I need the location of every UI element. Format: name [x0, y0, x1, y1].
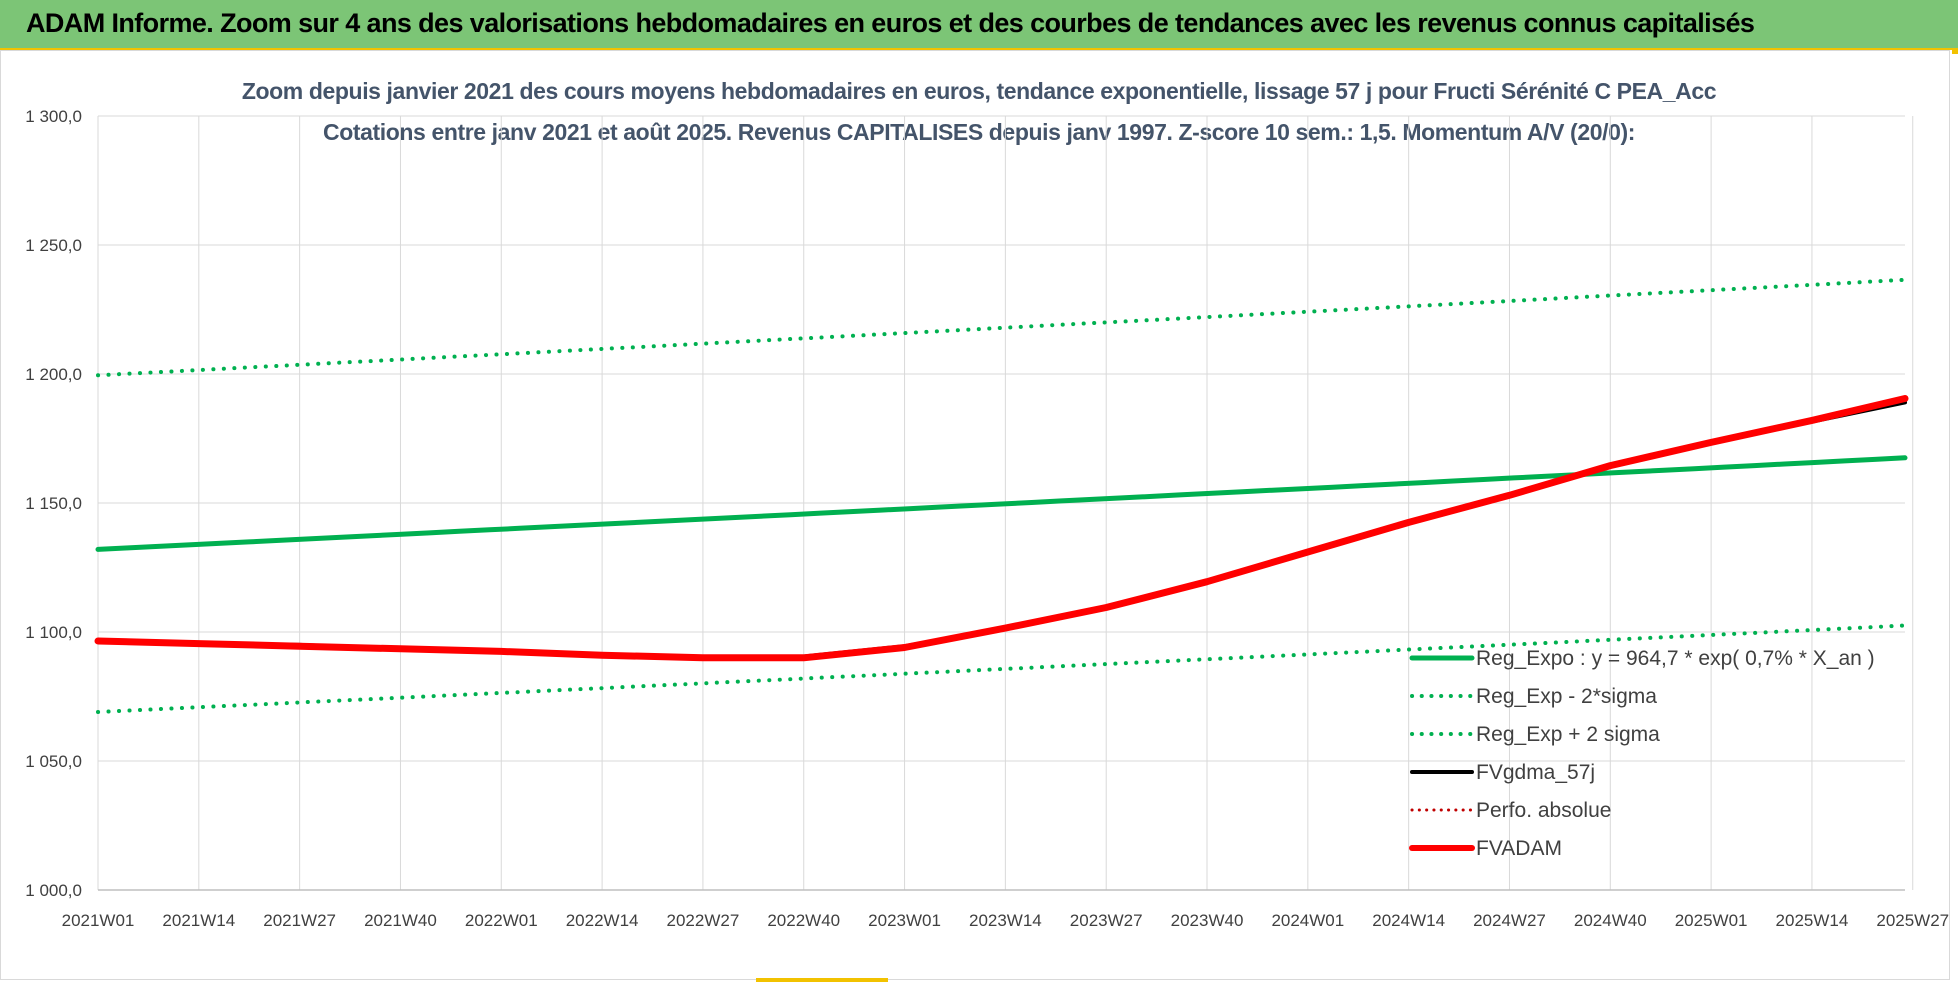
x-tick-label: 2024W14	[1372, 911, 1445, 930]
x-axis-ticks: 2021W01 2021W14 2021W27 2021W40 2022W01 2022W…	[62, 911, 1950, 930]
series-line-1	[96, 623, 1907, 714]
chart-subtitle: Cotations entre janv 2021 et août 2025. …	[323, 119, 1635, 145]
x-tick-label: 2024W27	[1473, 911, 1546, 930]
series-line-2	[96, 277, 1907, 378]
x-tick-label: 2023W14	[969, 911, 1042, 930]
legend-label-4: Perfo. absolue	[1476, 799, 1611, 822]
x-tick-label: 2023W27	[1070, 911, 1143, 930]
series-line-5	[94, 395, 1909, 662]
legend-label-2: Reg_Exp + 2 sigma	[1476, 723, 1660, 746]
gridlines	[97, 115, 1914, 891]
x-tick-label: 2022W14	[566, 911, 639, 930]
x-tick-label: 2023W40	[1171, 911, 1244, 930]
y-tick-label: 1 150,0	[25, 494, 82, 513]
x-tick-label: 2021W01	[62, 911, 135, 930]
x-tick-label: 2022W40	[767, 911, 840, 930]
x-tick-label: 2025W27	[1876, 911, 1949, 930]
x-tick-label: 2021W14	[162, 911, 235, 930]
y-tick-label: 1 200,0	[25, 365, 82, 384]
x-tick-label: 2024W40	[1574, 911, 1647, 930]
x-tick-label: 2022W01	[465, 911, 538, 930]
x-tick-label: 2025W14	[1776, 911, 1849, 930]
x-tick-label: 2021W40	[364, 911, 437, 930]
chart-legend: Reg_Expo : y = 964,7 * exp( 0,7% * X_an …	[1409, 647, 1875, 860]
x-tick-label: 2022W27	[667, 911, 740, 930]
x-tick-label: 2024W01	[1271, 911, 1344, 930]
x-tick-label: 2023W01	[868, 911, 941, 930]
banner-title: ADAM Informe. Zoom sur 4 ans des valoris…	[26, 8, 1755, 38]
report-banner: ADAM Informe. Zoom sur 4 ans des valoris…	[0, 0, 1958, 50]
legend-label-0: Reg_Expo : y = 964,7 * exp( 0,7% * X_an …	[1476, 647, 1875, 670]
series-line-3	[96, 400, 1907, 660]
y-tick-label: 1 300,0	[25, 107, 82, 126]
y-tick-label: 1 050,0	[25, 752, 82, 771]
x-tick-label: 2021W27	[263, 911, 336, 930]
chart-frame	[0, 50, 1950, 980]
series-lines	[94, 277, 1909, 714]
y-tick-label: 1 000,0	[25, 881, 82, 900]
corner-mark	[1952, 50, 1958, 54]
y-tick-label: 1 250,0	[25, 236, 82, 255]
series-line-0	[95, 455, 1908, 552]
chart-title: Zoom depuis janvier 2021 des cours moyen…	[241, 78, 1717, 104]
y-axis-ticks: 1 000,0 1 050,0 1 100,0 1 150,0 1 200,0 1 250…	[25, 107, 82, 900]
x-tick-label: 2025W01	[1675, 911, 1748, 930]
bottom-mark	[756, 978, 888, 982]
legend-label-5: FVADAM	[1476, 837, 1562, 860]
legend-label-3: FVgdma_57j	[1476, 761, 1595, 784]
y-tick-label: 1 100,0	[25, 623, 82, 642]
legend-label-1: Reg_Exp - 2*sigma	[1476, 685, 1657, 708]
